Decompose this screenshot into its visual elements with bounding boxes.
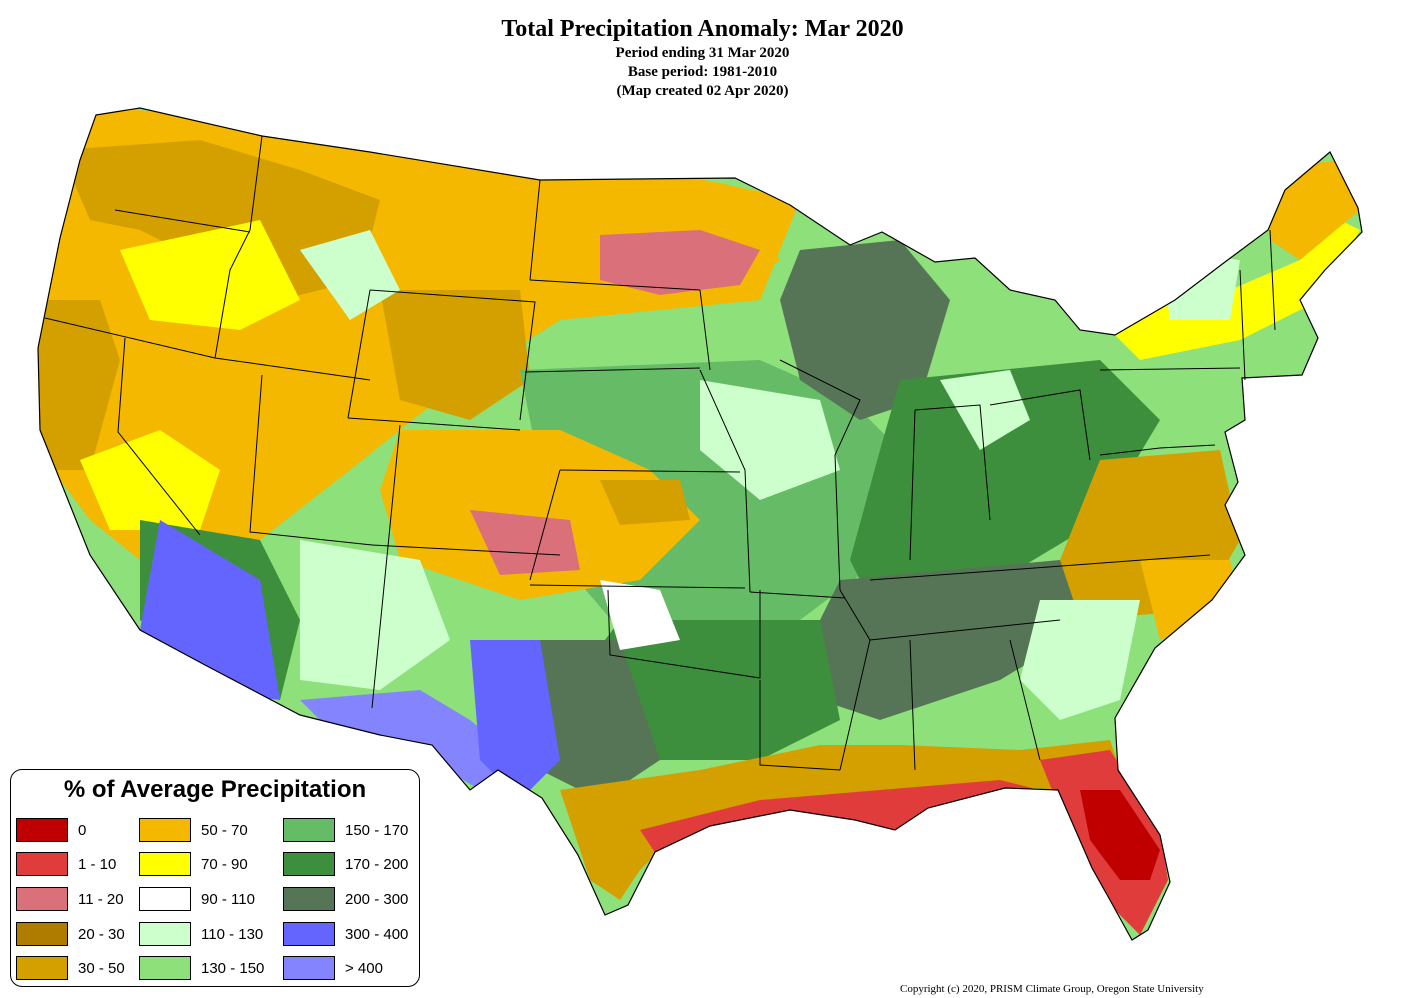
legend-swatch xyxy=(283,887,335,911)
legend-label: 170 - 200 xyxy=(345,856,409,873)
state-boundaries xyxy=(37,107,1363,941)
legend-label: 30 - 50 xyxy=(78,960,125,977)
legend-swatch xyxy=(283,922,335,946)
legend-title: % of Average Precipitation xyxy=(63,776,367,803)
period-ending-text: Period ending 31 Mar 2020 xyxy=(615,45,790,61)
legend-swatch xyxy=(139,818,191,842)
legend-label: > 400 xyxy=(345,960,383,977)
legend-swatch xyxy=(139,887,191,911)
map-title-block: Total Precipitation Anomaly: Mar 2020 Pe… xyxy=(0,14,1405,101)
legend-label: 70 - 90 xyxy=(201,856,248,873)
legend-label: 150 - 170 xyxy=(345,822,409,839)
legend-label: 300 - 400 xyxy=(345,926,409,943)
legend-label: 110 - 130 xyxy=(201,926,264,943)
legend-swatch xyxy=(283,956,335,980)
base-period-text: Base period: 1981-2010 xyxy=(627,64,778,80)
copyright-text: Copyright (c) 2020, PRISM Climate Group,… xyxy=(900,983,1204,995)
map-created-text: (Map created 02 Apr 2020) xyxy=(616,83,789,99)
legend-label: 20 - 30 xyxy=(78,926,125,943)
legend-swatch xyxy=(16,818,68,842)
legend-label: 0 xyxy=(78,822,87,839)
legend-swatch xyxy=(139,956,191,980)
legend-swatch xyxy=(16,956,68,980)
legend-swatch xyxy=(283,818,335,842)
legend-swatch xyxy=(283,852,335,876)
legend-swatch xyxy=(16,922,68,946)
map-title: Total Precipitation Anomaly: Mar 2020 xyxy=(501,16,904,42)
legend: % of Average Precipitation 0 1 - 10 11 - 2… xyxy=(10,769,420,987)
legend-swatch xyxy=(139,852,191,876)
legend-swatch xyxy=(16,887,68,911)
legend-label: 50 - 70 xyxy=(201,822,248,839)
legend-label: 90 - 110 xyxy=(201,891,255,908)
legend-label: 1 - 10 xyxy=(78,856,117,873)
legend-label: 200 - 300 xyxy=(345,891,409,908)
legend-label: 11 - 20 xyxy=(78,891,124,908)
legend-label: 130 - 150 xyxy=(201,960,265,977)
legend-swatch xyxy=(139,922,191,946)
legend-swatch xyxy=(16,852,68,876)
